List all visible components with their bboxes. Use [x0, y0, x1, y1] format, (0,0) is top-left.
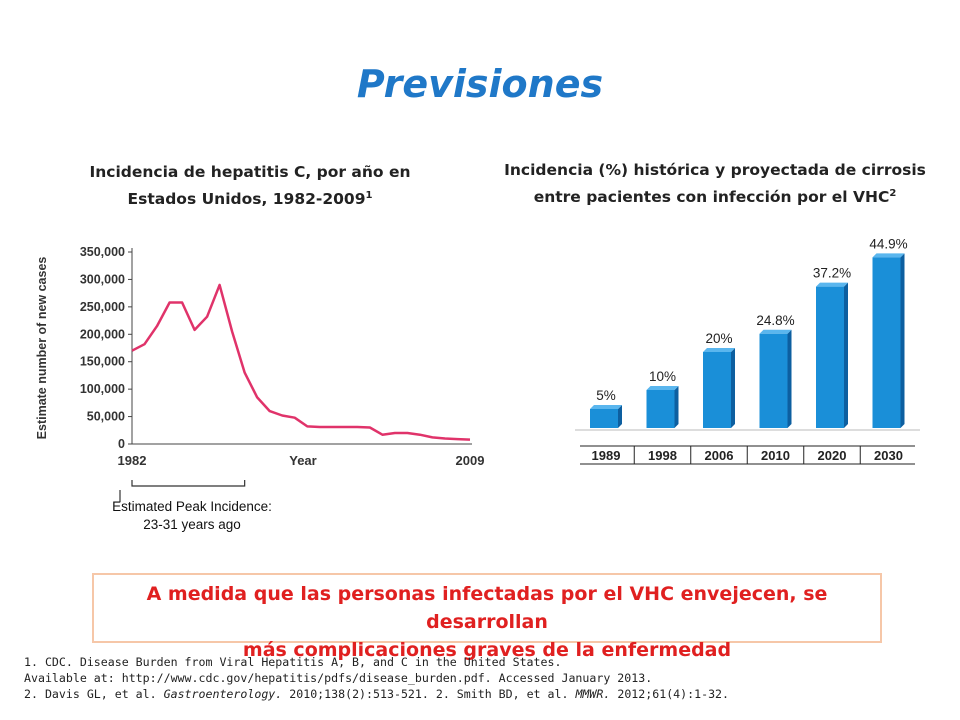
cirrosis-bar-chart: 5% 1989 10% 1998 20% 2006 24.8% 2010 37.2% 2020 44… [575, 236, 920, 465]
ref2-part-a: 2. Davis GL, et al. [24, 687, 164, 701]
y-tick-label: 0 [118, 437, 125, 451]
bar-data-label: 44.9% [869, 236, 907, 251]
chart1-title: Incidencia de hepatitis C, por año en Es… [60, 160, 440, 211]
ref2-part-b: 2010;138(2):513-521. 2. Smith BD, et al. [282, 687, 576, 701]
chart1-title-line2: Estados Unidos, 1982-2009 [127, 190, 366, 209]
callout-line2: más complicaciones graves de la enfermed… [242, 639, 732, 661]
bar-top [590, 405, 622, 409]
bracket-label-line2: 23-31 years ago [143, 517, 241, 532]
chart1-title-sup: 1 [365, 190, 373, 201]
chart2-title-line2: entre pacientes con infección por el VHC [533, 188, 890, 207]
bar-data-label: 24.8% [756, 313, 794, 328]
bar-side [674, 386, 679, 428]
bar [590, 409, 618, 428]
bar-top [816, 282, 848, 287]
y-tick-label: 100,000 [80, 382, 125, 396]
bar [816, 286, 844, 428]
ref2-part-c: 2012;61(4):1-32. [610, 687, 730, 701]
bar-top [703, 348, 735, 352]
bar [759, 333, 788, 428]
incidence-line-chart: 0 50,000 100,000 150,000 200,000 250,000 300,0… [35, 245, 485, 532]
y-tick-label: 250,000 [80, 300, 125, 314]
bar [703, 352, 731, 428]
chart1-title-line1: Incidencia de hepatitis C, por año en [89, 163, 411, 181]
y-tick-label: 50,000 [87, 410, 125, 424]
chart2-title: Incidencia (%) histórica y proyectada de… [495, 158, 935, 209]
peak-bracket [131, 480, 246, 487]
ref1-line1: 1. CDC. Disease Burden from Viral Hepati… [24, 655, 562, 669]
category-label: 1998 [648, 448, 677, 463]
bar-side [731, 348, 735, 428]
chart2-title-sup: 2 [889, 188, 897, 199]
category-label: 2030 [874, 448, 903, 463]
y-axis-label: Estimate number of new cases [35, 257, 49, 440]
bar-top [646, 386, 679, 390]
bar-data-label: 10% [649, 369, 676, 384]
callout-box: A medida que las personas infectadas por… [92, 573, 882, 661]
bar-top [759, 329, 792, 334]
y-tick-label: 200,000 [80, 327, 125, 341]
bar-side [787, 329, 792, 428]
y-tick-label: 150,000 [80, 355, 125, 369]
bracket-label-line1: Estimated Peak Incidence: [112, 499, 272, 514]
bar-data-label: 20% [705, 331, 732, 346]
category-label: 1989 [592, 448, 621, 463]
ref2-journal1: Gastroenterology. [163, 687, 283, 701]
chart2-title-line1: Incidencia (%) histórica y proyectada de… [504, 161, 926, 179]
bar-top [872, 253, 905, 258]
x-axis-label: Year [289, 453, 316, 468]
x-tick-label-end: 2009 [456, 453, 485, 468]
ref2-line: 2. Davis GL, et al. Gastroenterology. 20… [24, 686, 924, 702]
y-tick-label: 300,000 [80, 272, 125, 286]
bar-data-label: 37.2% [813, 266, 851, 281]
bar-data-label: 5% [596, 388, 616, 403]
x-tick-label-start: 1982 [118, 453, 147, 468]
category-label: 2020 [818, 448, 847, 463]
slide-title: Previsiones [356, 62, 604, 106]
references: 1. CDC. Disease Burden from Viral Hepati… [24, 654, 924, 702]
category-label: 2010 [761, 448, 790, 463]
bar-side [844, 282, 848, 428]
incidence-series-line [131, 283, 471, 441]
bar [872, 257, 901, 428]
bar-side [618, 405, 622, 428]
y-tick-label: 350,000 [80, 245, 125, 259]
bar [646, 390, 675, 428]
ref1-line2: Available at: http://www.cdc.gov/hepatit… [24, 671, 653, 685]
ref2-journal2: MMWR. [575, 687, 611, 701]
bar-side [900, 253, 905, 428]
callout-line1: A medida que las personas infectadas por… [146, 583, 828, 633]
category-label: 2006 [705, 448, 734, 463]
